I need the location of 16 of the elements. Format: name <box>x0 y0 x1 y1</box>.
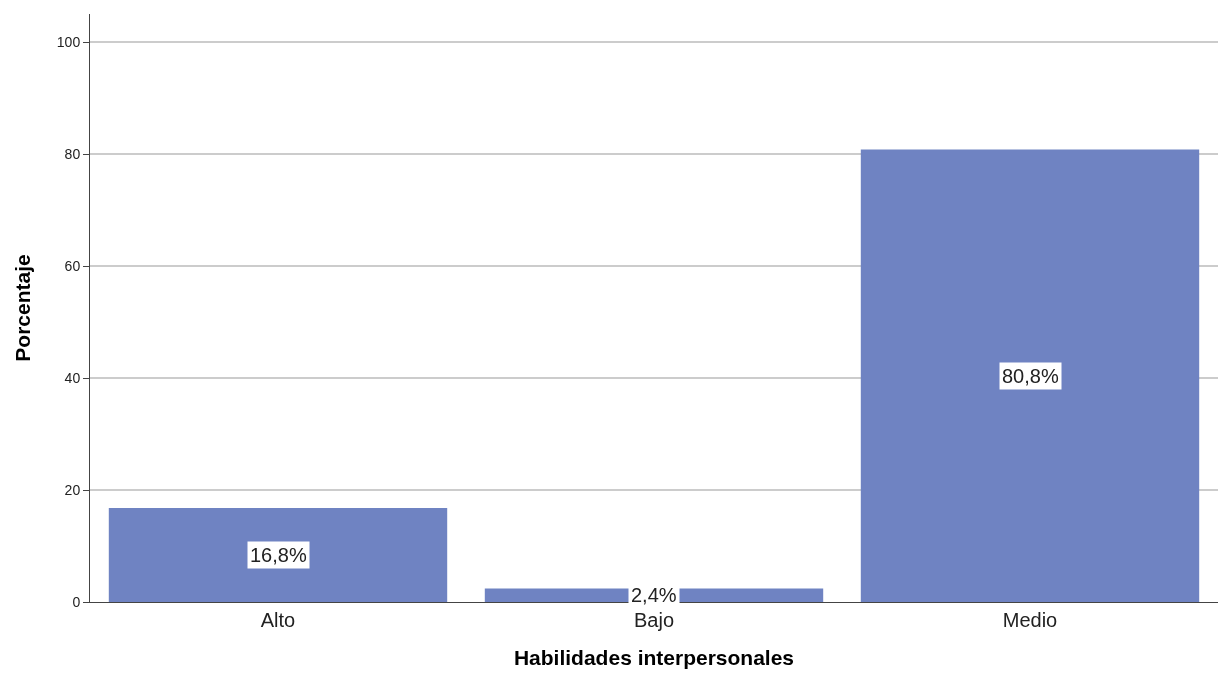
y-tick-label: 60 <box>64 257 81 274</box>
y-tick-label: 40 <box>64 369 81 386</box>
y-axis-title: Porcentaje <box>10 254 34 362</box>
x-tick-label: Bajo <box>633 609 675 631</box>
data-label: 80,8% <box>1002 365 1059 387</box>
bar <box>108 507 448 602</box>
y-tick-label: 100 <box>56 33 81 50</box>
y-tick-label: 0 <box>72 593 81 610</box>
x-tick-label: Medio <box>1002 609 1058 631</box>
y-tick-label: 20 <box>64 481 81 498</box>
x-tick-label: Alto <box>260 609 296 631</box>
bar <box>860 149 1200 602</box>
y-tick-label: 80 <box>64 145 81 162</box>
data-label: 16,8% <box>250 544 307 566</box>
data-label: 2,4% <box>631 584 677 606</box>
x-axis-title: Habilidades interpersonales <box>513 646 795 670</box>
